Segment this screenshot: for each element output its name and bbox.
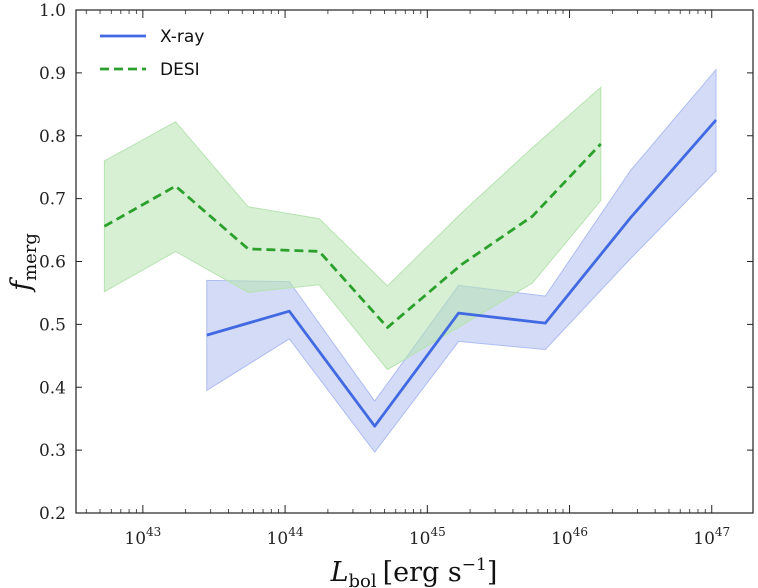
series-lines	[103, 119, 718, 428]
confidence-bands	[103, 68, 717, 453]
y-tick-label: 0.9	[39, 64, 66, 84]
legend: X-ray DESI	[100, 27, 204, 80]
series-line-desi	[103, 142, 602, 329]
x-tick-label: 1046	[551, 525, 588, 549]
y-tick-label: 0.3	[39, 441, 66, 461]
y-axis-label-sub: merg	[20, 233, 41, 281]
x-axis-label-unit-exp: −1	[462, 555, 487, 575]
x-tick-label: 1044	[267, 525, 304, 549]
y-tick-label: 0.5	[39, 315, 66, 335]
band-desi	[103, 86, 602, 371]
y-tick-label: 1.0	[39, 1, 66, 21]
x-axis-label-sub: bol	[349, 571, 377, 588]
y-tick-label: 0.2	[39, 504, 66, 524]
y-tick-label: 0.6	[39, 253, 66, 273]
y-tick-label: 0.4	[39, 378, 66, 398]
x-tick-label: 1047	[693, 525, 730, 549]
x-tick-label: 1045	[409, 525, 446, 549]
y-axis-label: fmerg	[6, 233, 41, 293]
series-line-x-ray	[206, 119, 718, 428]
x-axis-label-unit-close: ]	[487, 557, 498, 588]
plot-frame	[75, 9, 754, 514]
y-tick-label: 0.8	[39, 127, 66, 147]
x-tick-label: 1043	[124, 525, 161, 549]
x-axis-label: Lbol [erg s−1]	[330, 555, 498, 588]
legend-label-xray: X-ray	[160, 27, 204, 47]
band-x-ray	[206, 68, 717, 453]
x-axis-label-unit: [erg s	[383, 557, 462, 588]
axis-ticks: 0.2 0.3 0.4 0.5 0.6 0.7 0.8 0.9 1.0 1043 1044 1045 1…	[39, 1, 753, 549]
y-tick-label: 0.7	[39, 190, 66, 210]
x-axis-label-main: L	[330, 557, 349, 588]
y-axis-label-main: f	[6, 277, 37, 293]
legend-label-desi: DESI	[160, 60, 200, 80]
